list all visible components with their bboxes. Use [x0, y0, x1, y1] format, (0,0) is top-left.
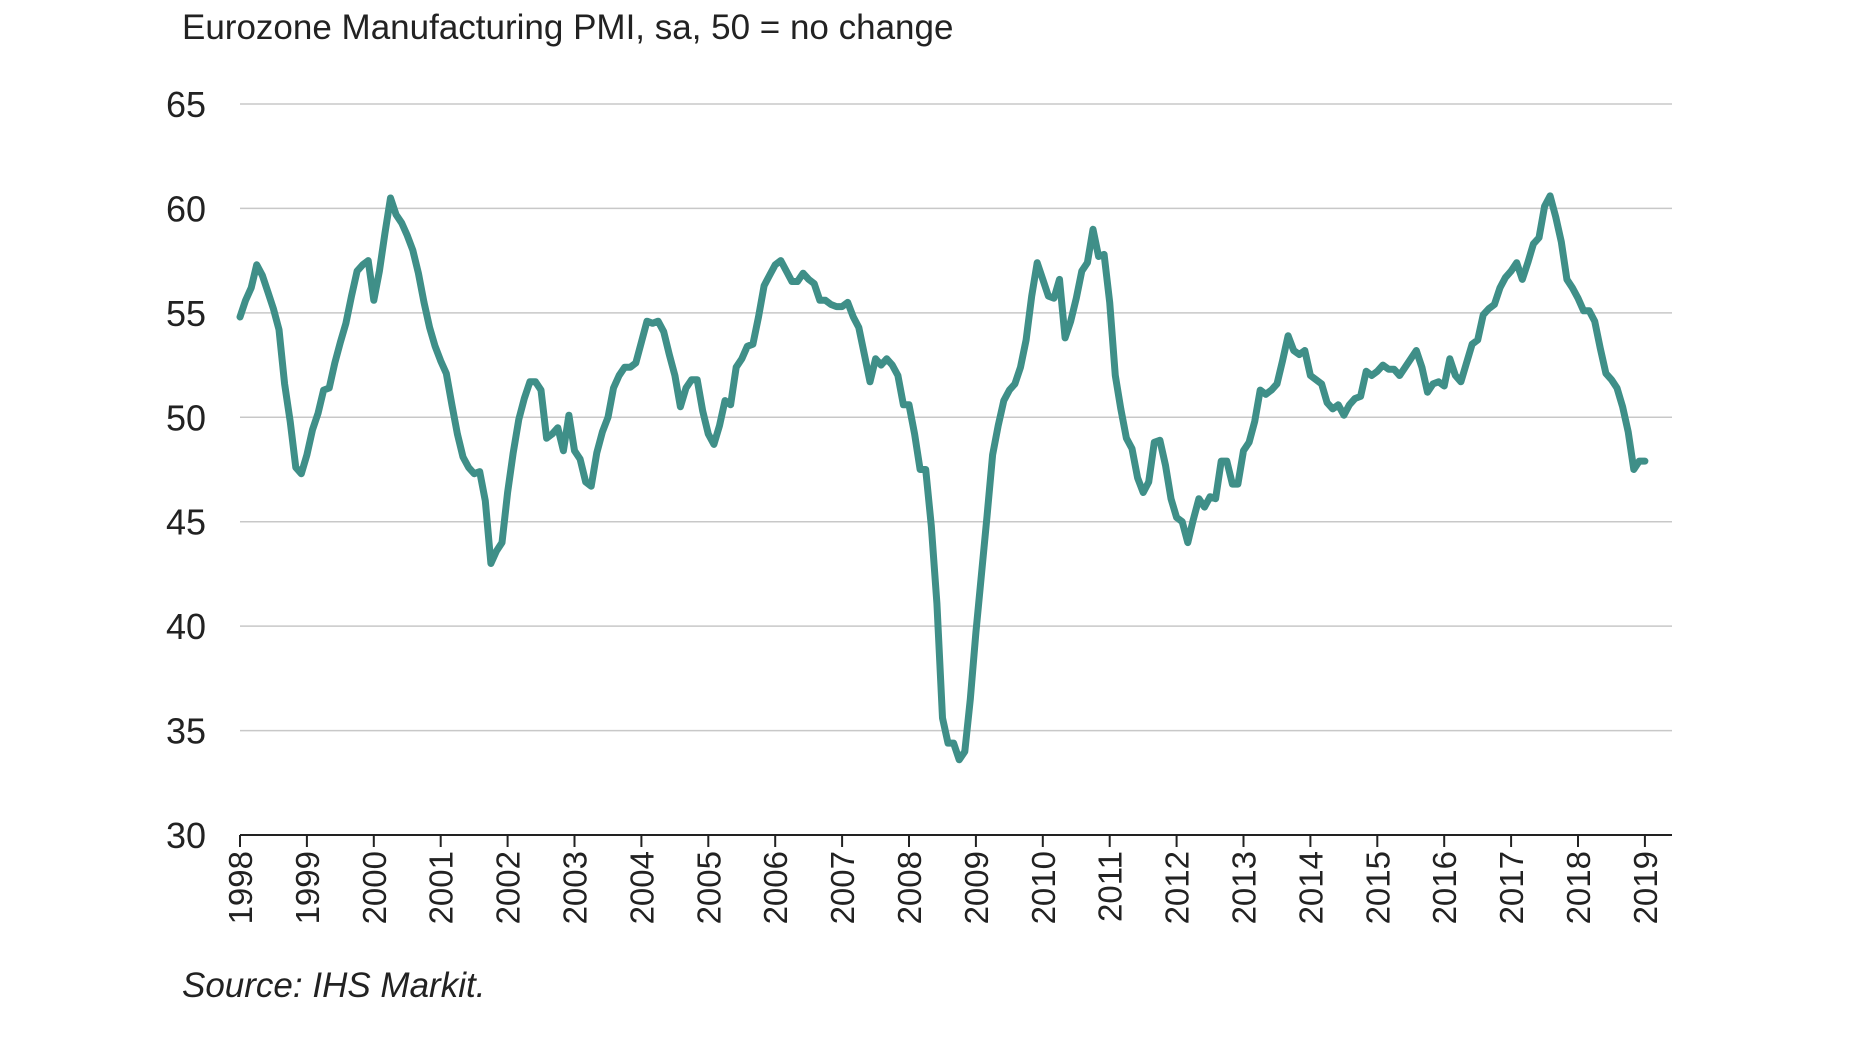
x-tick-label-2017: 2017 [1493, 851, 1530, 924]
chart-source-note: Source: IHS Markit. [182, 966, 486, 1005]
x-tick-label-2013: 2013 [1226, 851, 1263, 924]
y-tick-label-45: 45 [166, 502, 206, 543]
x-tick-label-2016: 2016 [1426, 851, 1463, 924]
x-tick-label-2014: 2014 [1292, 851, 1329, 924]
y-tick-label-35: 35 [166, 711, 206, 752]
x-tick-label-2019: 2019 [1627, 851, 1664, 924]
x-tick-label-2018: 2018 [1560, 851, 1597, 924]
x-tick-label-2002: 2002 [490, 851, 527, 924]
y-tick-label-40: 40 [166, 606, 206, 647]
chart-title: Eurozone Manufacturing PMI, sa, 50 = no … [182, 8, 954, 47]
y-tick-label-60: 60 [166, 188, 206, 229]
x-tick-label-2015: 2015 [1359, 851, 1396, 924]
x-tick-label-2009: 2009 [958, 851, 995, 924]
x-tick-label-2007: 2007 [824, 851, 861, 924]
x-axis-tick-labels: 1998 1999 2000 2001 2002 2003 2004 2005 2006 2007… [222, 851, 1664, 924]
x-tick-label-2008: 2008 [891, 851, 928, 924]
x-tick-label-2004: 2004 [623, 851, 660, 924]
pmi-series-line [236, 192, 1649, 764]
x-axis [239, 834, 1672, 847]
y-tick-label-50: 50 [166, 397, 206, 438]
y-tick-label-55: 55 [166, 293, 206, 334]
y-tick-label-65: 65 [166, 84, 206, 125]
x-tick-label-1998: 1998 [222, 851, 259, 924]
x-tick-label-2006: 2006 [757, 851, 794, 924]
x-tick-label-2012: 2012 [1159, 851, 1196, 924]
x-tick-label-2001: 2001 [423, 851, 460, 924]
x-tick-label-2010: 2010 [1025, 851, 1062, 924]
series-layer [236, 192, 1649, 764]
y-axis-tick-labels: 30 35 40 45 50 55 60 65 [166, 84, 206, 856]
x-tick-label-2011: 2011 [1092, 851, 1129, 922]
y-tick-label-30: 30 [166, 815, 206, 856]
x-tick-label-2003: 2003 [557, 851, 594, 924]
gridlines [240, 103, 1672, 732]
x-tick-label-2000: 2000 [356, 851, 393, 924]
x-tick-label-1999: 1999 [289, 851, 326, 924]
x-tick-label-2005: 2005 [690, 851, 727, 924]
